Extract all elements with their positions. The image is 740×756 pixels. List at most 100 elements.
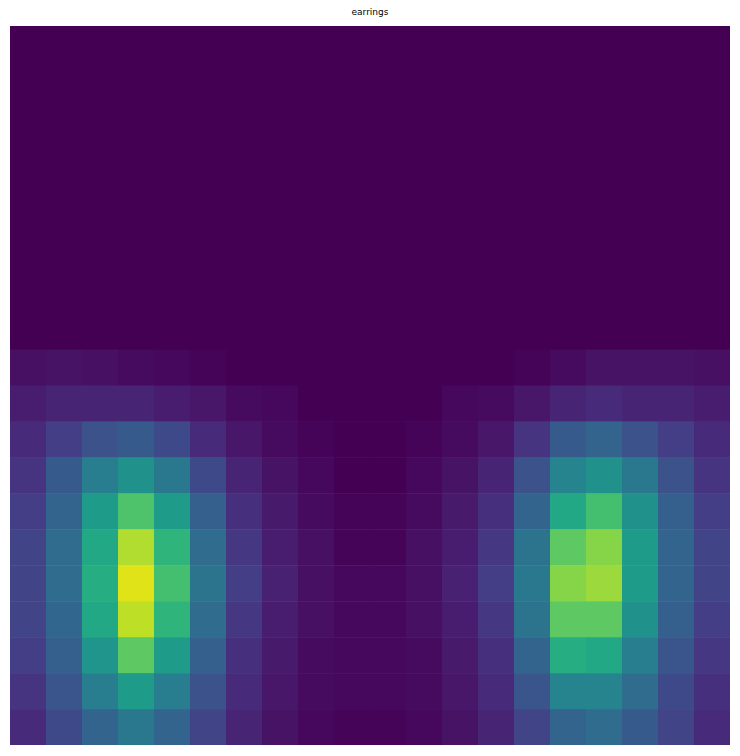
chart: earrings (0, 0, 740, 756)
heatmap-cell (226, 457, 263, 493)
heatmap-cell (370, 26, 407, 62)
heatmap-cell (118, 314, 155, 350)
heatmap-cell (46, 314, 83, 350)
heatmap-cell (658, 709, 695, 745)
heatmap-cell (514, 242, 551, 278)
heatmap-cell (370, 709, 407, 745)
heatmap-cell (442, 637, 479, 673)
heatmap-cell (82, 170, 119, 206)
heatmap-cell (262, 673, 299, 709)
title: earrings (352, 7, 389, 17)
heatmap-cell (226, 529, 263, 565)
heatmap-cell (226, 206, 263, 242)
heatmap-cell (370, 278, 407, 314)
heatmap-cell (190, 278, 227, 314)
heatmap-cell (694, 709, 730, 745)
heatmap-cell (298, 709, 335, 745)
heatmap-cell (622, 565, 659, 601)
heatmap-cell (586, 242, 623, 278)
heatmap-cell (298, 206, 335, 242)
heatmap-cell (226, 62, 263, 98)
heatmap-cell (298, 314, 335, 350)
heatmap-cell (478, 314, 515, 350)
heatmap-cell (550, 134, 587, 170)
heatmap-cell (586, 457, 623, 493)
heatmap-cell (154, 26, 191, 62)
heatmap-cell (334, 26, 371, 62)
heatmap-cell (10, 62, 47, 98)
heatmap-cell (82, 709, 119, 745)
heatmap-cell (658, 601, 695, 637)
heatmap-cell (586, 565, 623, 601)
heatmap-cell (118, 709, 155, 745)
heatmap-cell (658, 673, 695, 709)
heatmap-cell (586, 314, 623, 350)
heatmap-cell (334, 134, 371, 170)
heatmap-cell (10, 350, 47, 386)
heatmap-cell (298, 493, 335, 529)
heatmap-cell (370, 529, 407, 565)
heatmap-cell (334, 242, 371, 278)
heatmap-cell (154, 709, 191, 745)
heatmap-cell (658, 242, 695, 278)
heatmap-cell (586, 709, 623, 745)
heatmap-cell (514, 26, 551, 62)
heatmap-cell (334, 278, 371, 314)
heatmap-cell (262, 350, 299, 386)
heatmap-cell (46, 529, 83, 565)
heatmap-cell (262, 386, 299, 422)
heatmap-cell (586, 206, 623, 242)
heatmap-cell (46, 637, 83, 673)
heatmap-cell (10, 601, 47, 637)
heatmap-cell (190, 493, 227, 529)
heatmap-cell (190, 350, 227, 386)
heatmap-cell (406, 98, 443, 134)
heatmap-cell (406, 350, 443, 386)
heatmap-cell (46, 242, 83, 278)
heatmap-cell (370, 170, 407, 206)
heatmap-cell (154, 350, 191, 386)
heatmap-cell (190, 26, 227, 62)
heatmap-cell (334, 98, 371, 134)
heatmap-cell (10, 386, 47, 422)
heatmap-cell (10, 529, 47, 565)
heatmap-cell (298, 565, 335, 601)
heatmap-cell (190, 386, 227, 422)
heatmap-cell (154, 62, 191, 98)
heatmap-cell (550, 637, 587, 673)
heatmap-cell (442, 278, 479, 314)
heatmap-cell (694, 62, 730, 98)
heatmap-cell (586, 98, 623, 134)
heatmap-cell (226, 493, 263, 529)
heatmap-cell (10, 278, 47, 314)
heatmap-cell (442, 206, 479, 242)
heatmap-cell (226, 673, 263, 709)
heatmap-cell (154, 637, 191, 673)
heatmap-cell (478, 350, 515, 386)
heatmap-cell (10, 314, 47, 350)
heatmap-cell (586, 673, 623, 709)
heatmap-cell (298, 62, 335, 98)
heatmap-cell (226, 242, 263, 278)
heatmap-cell (118, 493, 155, 529)
heatmap-cell (154, 493, 191, 529)
heatmap-cell (406, 565, 443, 601)
heatmap-cell (550, 601, 587, 637)
heatmap-cell (586, 26, 623, 62)
heatmap-cell (586, 134, 623, 170)
heatmap-cell (658, 26, 695, 62)
heatmap-cell (10, 457, 47, 493)
heatmap-cell (262, 242, 299, 278)
heatmap-cell (10, 134, 47, 170)
heatmap-cell (118, 62, 155, 98)
heatmap-cell (622, 26, 659, 62)
heatmap-cell (370, 62, 407, 98)
heatmap-cell (550, 493, 587, 529)
heatmap-cell (46, 26, 83, 62)
heatmap-cell (694, 457, 730, 493)
heatmap-cell (694, 170, 730, 206)
heatmap-cell (262, 493, 299, 529)
heatmap-cell (550, 62, 587, 98)
heatmap-cell (226, 314, 263, 350)
heatmap-cell (478, 565, 515, 601)
